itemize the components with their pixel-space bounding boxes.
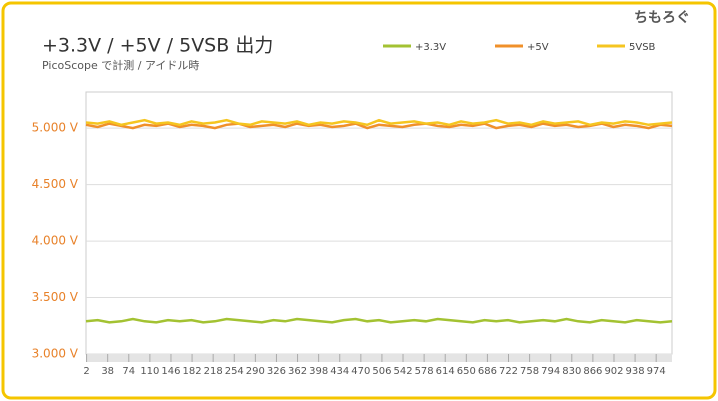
x-tick-label: 290 <box>246 366 265 377</box>
y-tick-label: 5.000 V <box>32 121 79 135</box>
x-tick-label: 866 <box>583 366 602 377</box>
x-tick-label: 326 <box>267 366 286 377</box>
x-tick-label: 470 <box>351 366 370 377</box>
legend-label: +3.3V <box>415 42 446 53</box>
x-tick-label: 974 <box>647 366 666 377</box>
x-axis-band <box>86 354 672 362</box>
y-tick-label: 4.500 V <box>32 177 79 191</box>
chart-subtitle: PicoScope で計測 / アイドル時 <box>42 58 199 72</box>
legend-label: 5VSB <box>629 42 656 53</box>
x-tick-label: 218 <box>204 366 223 377</box>
x-tick-label: 362 <box>288 366 307 377</box>
series-line <box>85 122 673 130</box>
y-tick-label: 4.000 V <box>32 234 79 248</box>
x-tick-label: 614 <box>436 366 455 377</box>
x-tick-label: 2 <box>83 366 89 377</box>
x-tick-label: 830 <box>562 366 581 377</box>
series-line <box>85 118 673 127</box>
x-tick-label: 506 <box>372 366 391 377</box>
x-tick-label: 542 <box>393 366 412 377</box>
x-tick-label: 902 <box>604 366 623 377</box>
y-tick-label: 3.500 V <box>32 290 79 304</box>
x-tick-label: 182 <box>183 366 202 377</box>
chart-title: +3.3V / +5V / 5VSB 出力 <box>42 35 273 57</box>
x-tick-label: 398 <box>309 366 328 377</box>
x-tick-label: 254 <box>225 366 244 377</box>
x-tick-label: 758 <box>520 366 539 377</box>
logo: ちもろぐ <box>634 10 690 26</box>
legend-label: +5V <box>527 42 549 53</box>
x-tick-label: 74 <box>122 366 135 377</box>
x-tick-label: 650 <box>457 366 476 377</box>
x-tick-label: 578 <box>415 366 434 377</box>
x-tick-label: 794 <box>541 366 560 377</box>
x-tick-label: 686 <box>478 366 497 377</box>
x-tick-label: 938 <box>626 366 645 377</box>
x-tick-label: 146 <box>161 366 180 377</box>
x-tick-label: 722 <box>499 366 518 377</box>
x-tick-label: 110 <box>140 366 159 377</box>
x-tick-label: 434 <box>330 366 349 377</box>
series-line <box>85 317 673 324</box>
y-tick-label: 3.000 V <box>32 347 79 361</box>
x-tick-label: 38 <box>101 366 114 377</box>
